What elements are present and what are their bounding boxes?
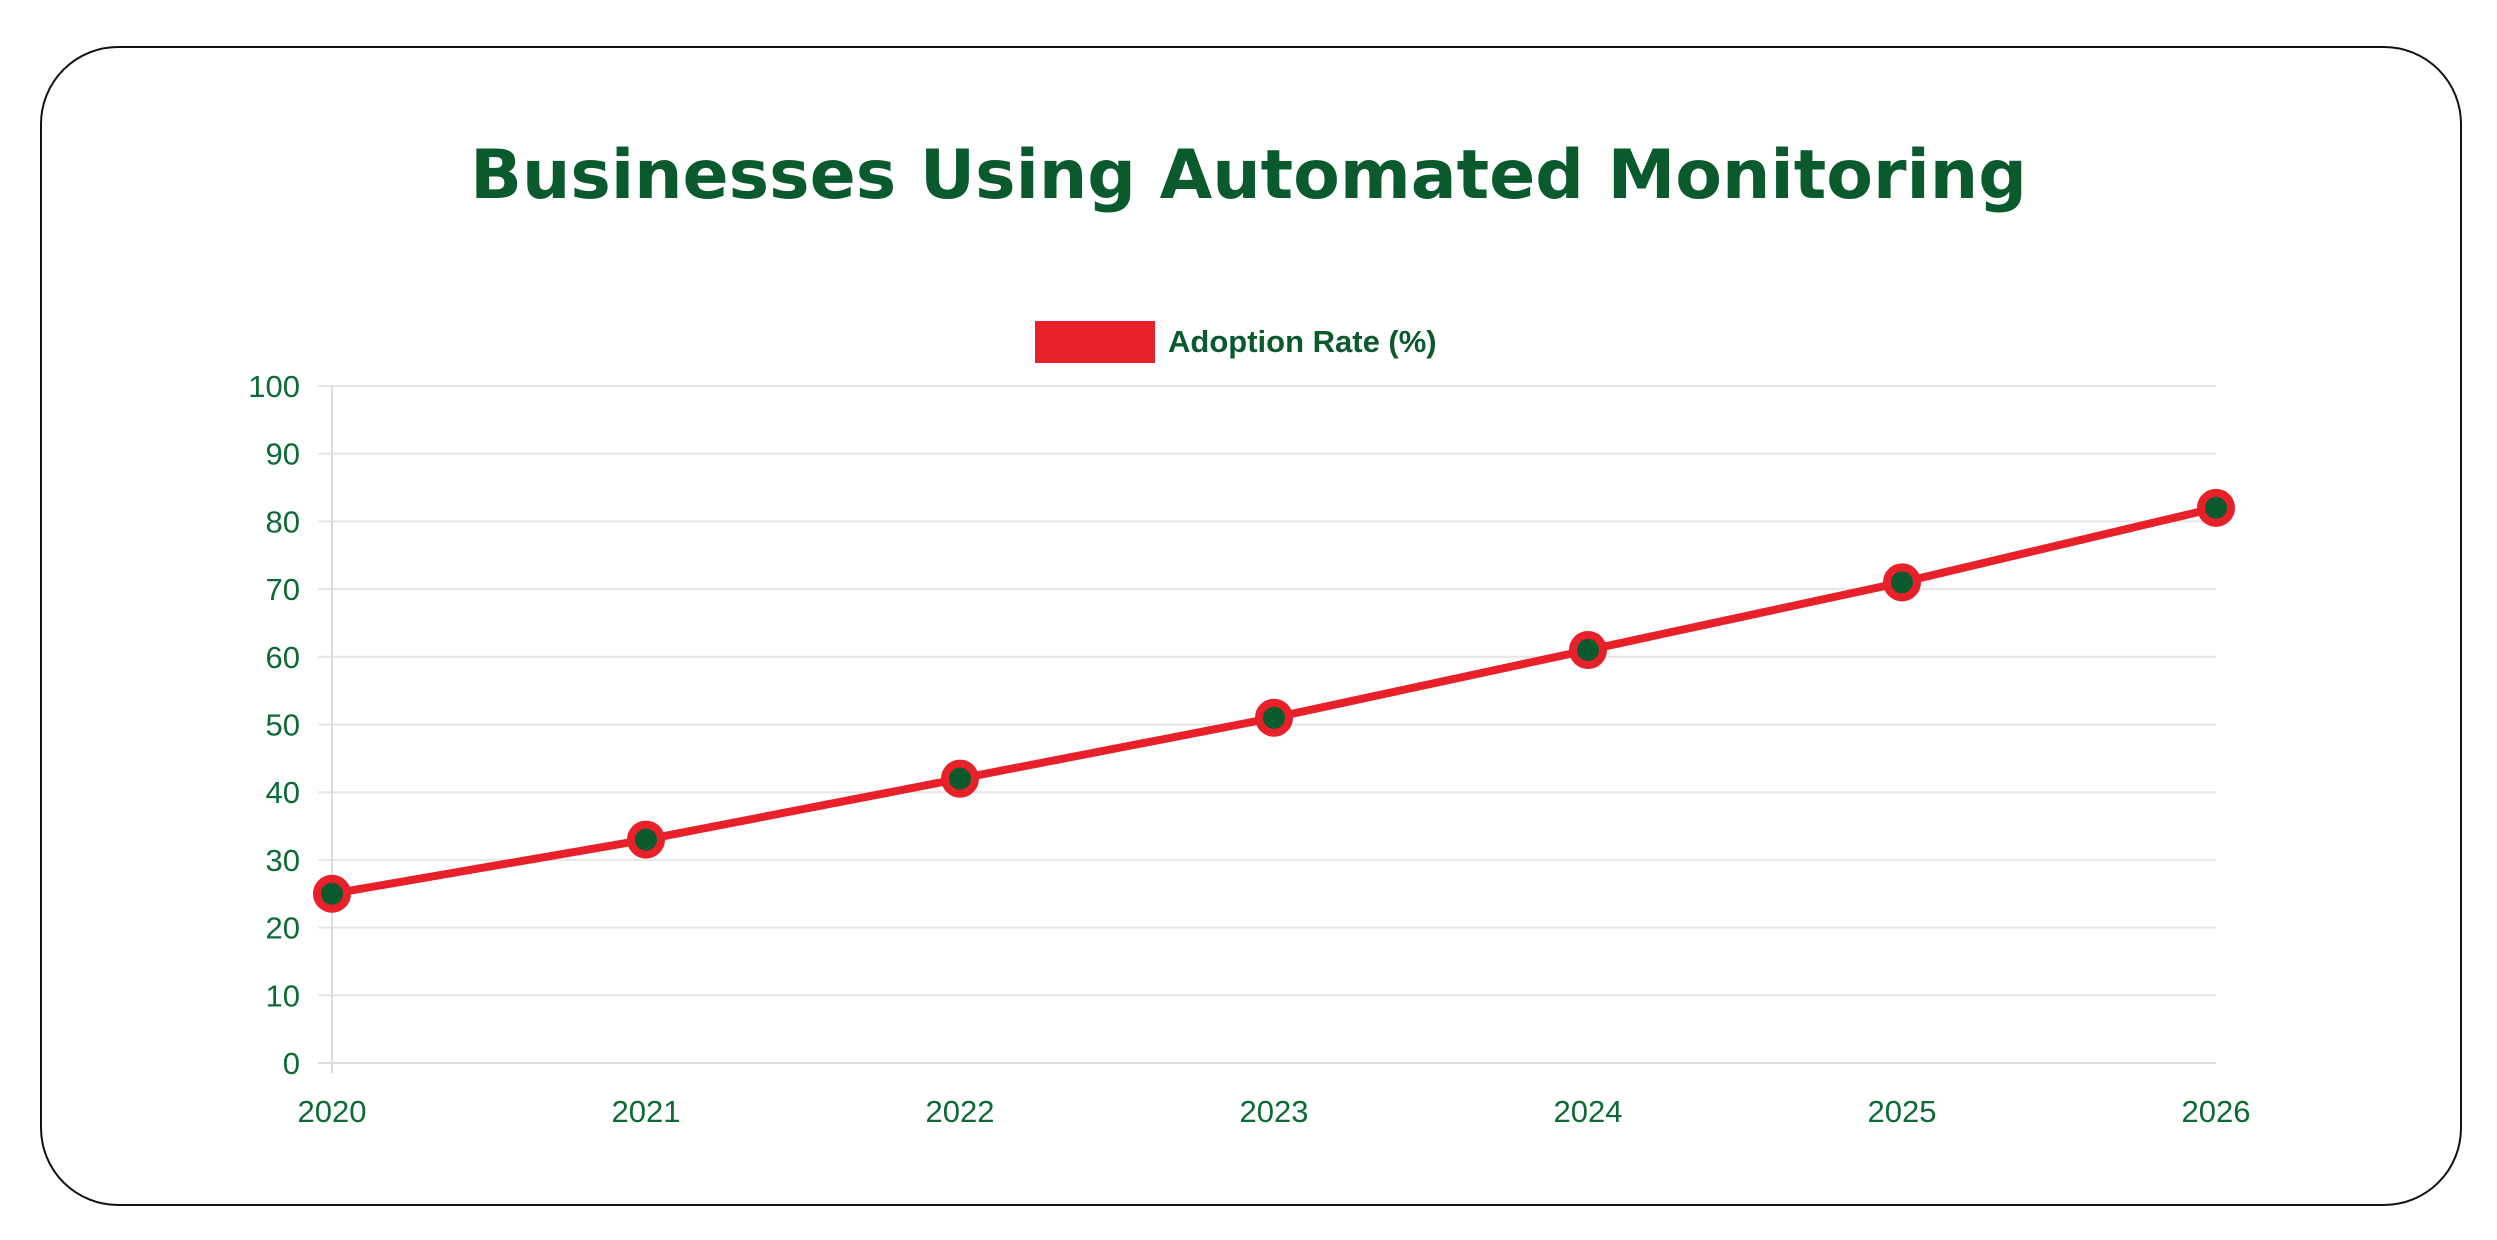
data-point-2020[interactable] [313, 874, 351, 913]
chart-card [40, 46, 2462, 1206]
y-tick-label-70: 70 [266, 572, 300, 607]
y-tick-label-90: 90 [266, 437, 300, 472]
y-tick-label-30: 30 [266, 843, 300, 878]
y-tick-label-20: 20 [266, 911, 300, 946]
data-point-2024[interactable] [1569, 631, 1607, 670]
x-tick-label-2021: 2021 [612, 1094, 681, 1129]
legend-label[interactable]: Adoption Rate (%) [1168, 324, 1437, 359]
axes [318, 386, 2216, 1073]
chart-title: Businesses Using Automated Monitoring [470, 136, 2027, 215]
y-tick-label-0: 0 [283, 1046, 300, 1081]
x-tick-label-2024: 2024 [1554, 1094, 1623, 1129]
y-tick-label-50: 50 [266, 708, 300, 743]
y-tick-label-60: 60 [266, 640, 300, 675]
legend-swatch[interactable] [1035, 321, 1155, 363]
data-point-2021[interactable] [627, 820, 665, 859]
y-tick-labels: 0 10 20 30 40 50 60 70 80 90 100 [248, 369, 300, 1081]
data-point-2025[interactable] [1883, 563, 1921, 602]
x-tick-label-2026: 2026 [2182, 1094, 2251, 1129]
y-tick-label-80: 80 [266, 504, 300, 539]
x-tick-label-2025: 2025 [1868, 1094, 1937, 1129]
y-tick-label-100: 100 [248, 369, 300, 404]
x-tick-label-2023: 2023 [1240, 1094, 1309, 1129]
data-markers [313, 488, 2235, 913]
y-tick-label-10: 10 [266, 978, 300, 1013]
x-tick-labels: 2020 2021 2022 2023 2024 2025 2026 [298, 1094, 2251, 1129]
legend: Adoption Rate (%) [1035, 321, 1437, 363]
data-point-2026[interactable] [2197, 488, 2235, 527]
data-point-2022[interactable] [941, 759, 979, 798]
x-tick-label-2022: 2022 [926, 1094, 995, 1129]
y-tick-label-40: 40 [266, 775, 300, 810]
data-point-2023[interactable] [1255, 698, 1293, 737]
x-tick-label-2020: 2020 [298, 1094, 367, 1129]
